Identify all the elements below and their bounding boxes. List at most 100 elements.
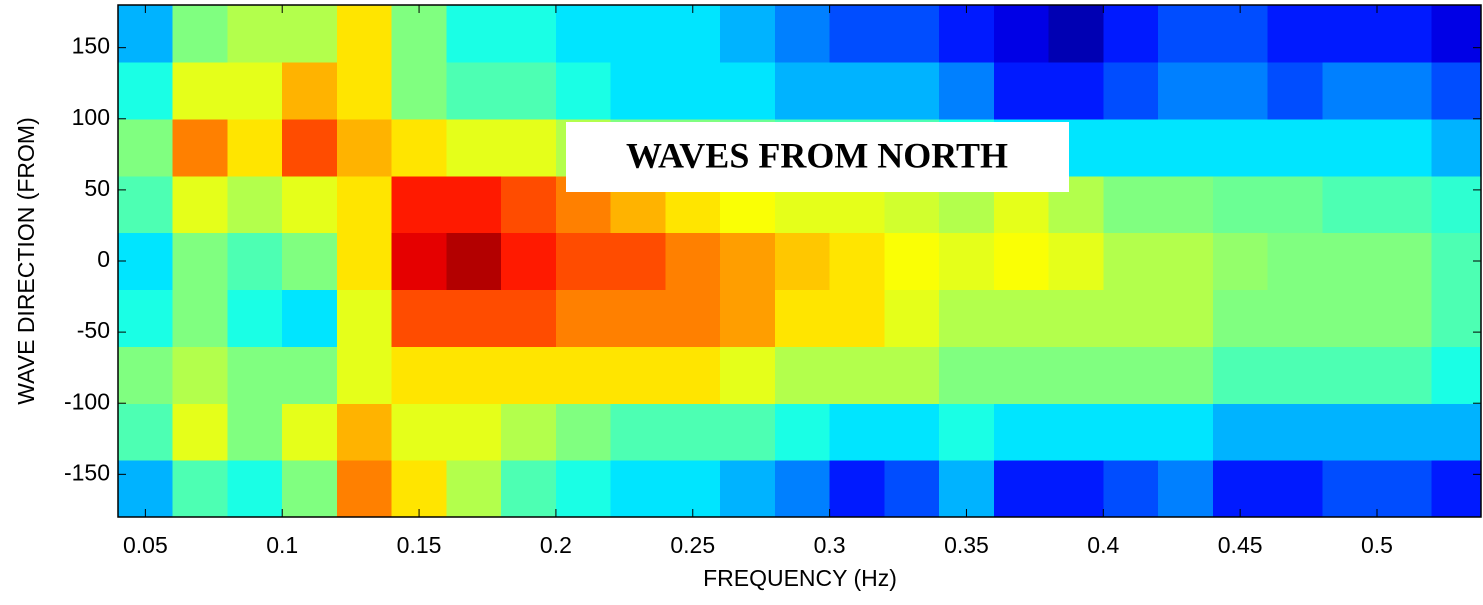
heatmap-cell	[1322, 289, 1378, 347]
heatmap-cell	[118, 175, 174, 234]
heatmap-cell	[391, 460, 448, 517]
x-axis-label: FREQUENCY (Hz)	[703, 565, 897, 591]
heatmap-cell	[172, 460, 229, 517]
heatmap-cell	[118, 5, 174, 63]
heatmap-cell	[336, 289, 393, 347]
heatmap-cell	[1103, 61, 1159, 120]
heatmap-cell	[227, 5, 283, 63]
heatmap-cell	[446, 346, 502, 404]
heatmap-cell	[720, 460, 776, 517]
heatmap-cell	[446, 232, 502, 291]
heatmap-cell	[172, 346, 229, 404]
heatmap-cell	[118, 460, 174, 517]
heatmap-cell	[665, 460, 721, 517]
heatmap-cell	[501, 118, 557, 177]
heatmap-cell	[391, 175, 448, 234]
heatmap-cell	[720, 232, 776, 291]
heatmap-cell	[829, 61, 885, 120]
heatmap-cell	[774, 346, 831, 404]
heatmap-cell	[501, 346, 557, 404]
heatmap-cell	[1267, 346, 1323, 404]
heatmap-cell	[1267, 175, 1323, 234]
heatmap-cell	[1212, 118, 1269, 177]
heatmap-cell	[1048, 5, 1104, 63]
heatmap-cell	[610, 346, 666, 404]
heatmap-cell	[446, 5, 502, 63]
heatmap-cell	[1048, 403, 1104, 461]
x-tick-label: 0.05	[123, 532, 168, 558]
heatmap-cell	[118, 403, 174, 461]
heatmap-cell	[282, 460, 338, 517]
heatmap-cell	[1322, 403, 1378, 461]
x-tick-label: 0.3	[814, 532, 846, 558]
heatmap-cell	[720, 289, 776, 347]
heatmap-cell	[501, 232, 557, 291]
heatmap-cell	[829, 232, 885, 291]
y-tick-label: 0	[97, 246, 110, 272]
heatmap-cell	[939, 61, 995, 120]
y-tick-label: 100	[72, 104, 110, 130]
heatmap-cell	[1431, 346, 1481, 404]
heatmap-cell	[665, 61, 721, 120]
heatmap-cell	[391, 289, 448, 347]
heatmap-cell	[391, 118, 448, 177]
heatmap-cell	[720, 61, 776, 120]
heatmap-cell	[1376, 5, 1433, 63]
heatmap-cell	[1212, 5, 1269, 63]
heatmap-cell	[336, 175, 393, 234]
heatmap-cell	[1158, 232, 1214, 291]
heatmap-cell	[446, 175, 502, 234]
heatmap-cell	[391, 5, 448, 63]
heatmap-cell	[1431, 460, 1481, 517]
heatmap-cell	[1431, 403, 1481, 461]
heatmap-cell	[1103, 232, 1159, 291]
heatmap-cell	[172, 118, 229, 177]
x-tick-label: 0.35	[944, 532, 989, 558]
heatmap-cell	[1376, 460, 1433, 517]
heatmap-cell	[227, 346, 283, 404]
heatmap-cell	[829, 346, 885, 404]
heatmap-cell	[1212, 460, 1269, 517]
heatmap-cell	[829, 289, 885, 347]
heatmap-cell	[1103, 289, 1159, 347]
heatmap-cell	[1322, 346, 1378, 404]
heatmap-cell	[1103, 5, 1159, 63]
heatmap-cell	[172, 61, 229, 120]
heatmap-cell	[282, 289, 338, 347]
y-tick-label: 150	[72, 33, 110, 59]
y-tick-label: -50	[77, 317, 110, 343]
heatmap-cell	[774, 289, 831, 347]
heatmap-cell	[336, 346, 393, 404]
heatmap-cell	[1048, 289, 1104, 347]
heatmap-cell	[829, 5, 885, 63]
heatmap-cell	[336, 5, 393, 63]
heatmap-cell	[336, 232, 393, 291]
heatmap-cell	[227, 460, 283, 517]
heatmap-cell	[1267, 118, 1323, 177]
heatmap-cell	[172, 289, 229, 347]
heatmap-cell	[774, 61, 831, 120]
heatmap-cell	[610, 403, 666, 461]
heatmap-cell	[227, 289, 283, 347]
heatmap-cell	[884, 5, 940, 63]
heatmap-cell	[884, 346, 940, 404]
annotation-box	[566, 122, 1069, 192]
heatmap-cell	[1267, 61, 1323, 120]
x-tick-label: 0.4	[1087, 532, 1119, 558]
heatmap-cell	[1431, 289, 1481, 347]
heatmap-cell	[665, 289, 721, 347]
heatmap-cell	[282, 346, 338, 404]
heatmap-cell	[555, 61, 612, 120]
heatmap-cell	[884, 289, 940, 347]
heatmap-cell	[1212, 346, 1269, 404]
heatmap-cell	[118, 346, 174, 404]
heatmap-cell	[555, 232, 612, 291]
x-tick-label: 0.5	[1361, 532, 1393, 558]
heatmap-cell	[774, 403, 831, 461]
heatmap-cell	[993, 5, 1050, 63]
heatmap-cell	[939, 5, 995, 63]
heatmap-cell	[993, 460, 1050, 517]
heatmap-cell	[1431, 175, 1481, 234]
heatmap-cell	[884, 61, 940, 120]
heatmap-cell	[118, 232, 174, 291]
